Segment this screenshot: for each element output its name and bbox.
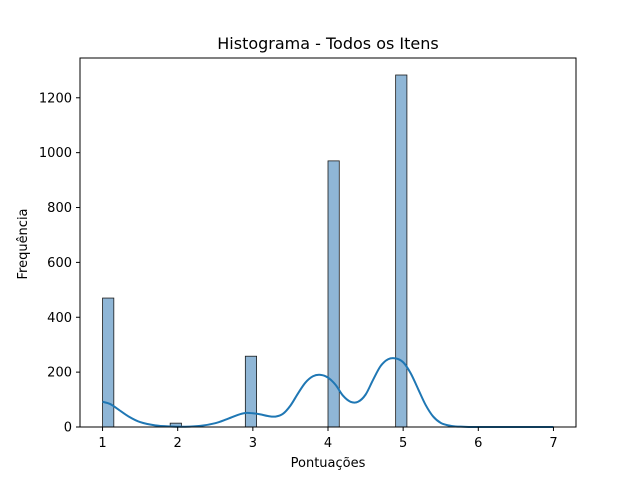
y-tick-label: 200	[47, 366, 72, 381]
x-tick-label: 4	[324, 436, 332, 451]
y-tick-label: 600	[47, 256, 72, 271]
x-tick-label: 5	[399, 436, 407, 451]
y-tick-label: 800	[47, 201, 72, 216]
y-axis-label: Frequência	[16, 208, 31, 279]
y-tick-label: 400	[47, 311, 72, 326]
histogram-bar-5	[395, 74, 408, 428]
kde-curve	[102, 357, 554, 429]
y-tick-label: 0	[64, 421, 72, 436]
x-tick-label: 6	[474, 436, 482, 451]
y-tick-label: 1000	[39, 146, 72, 161]
plot-area	[102, 74, 554, 429]
x-axis-label: Pontuações	[291, 456, 366, 471]
plot-frame	[79, 57, 577, 428]
x-tick-label: 1	[98, 436, 106, 451]
histogram-bar-1	[102, 297, 115, 428]
axis-ticks: 1 2 3 4 5 6 7 0 200 400 600 800 1000 1200	[39, 91, 558, 451]
x-tick-label: 3	[249, 436, 257, 451]
chart-title: Histograma - Todos os Itens	[217, 34, 438, 53]
histogram-bar-3	[244, 355, 258, 428]
x-tick-label: 7	[549, 436, 557, 451]
x-tick-label: 2	[174, 436, 182, 451]
y-tick-label: 1200	[39, 91, 72, 106]
